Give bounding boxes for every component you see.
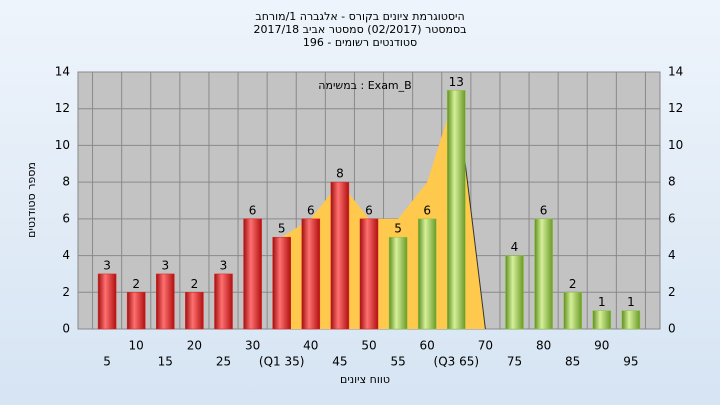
x-tick-label: 50 — [361, 339, 376, 353]
bar — [621, 310, 641, 330]
bar — [592, 310, 612, 330]
x-tick-label: 30 — [245, 339, 260, 353]
y2-tick-label: 8 — [668, 175, 676, 189]
x-tick-label: 55 — [390, 355, 405, 369]
x-tick-label: 10 — [129, 339, 144, 353]
value-label: 1 — [598, 295, 606, 309]
bar — [214, 273, 233, 330]
value-label: 4 — [511, 240, 519, 254]
value-label: 5 — [278, 222, 286, 236]
chart-subtitle: סטודנטים רשומים - 196 — [303, 36, 417, 49]
x-tick-label: 40 — [303, 339, 318, 353]
x-tick-label: 60 — [420, 339, 435, 353]
x-tick-label: 15 — [158, 355, 173, 369]
value-label: 13 — [449, 75, 464, 89]
value-label: 6 — [307, 203, 315, 217]
bar — [359, 218, 379, 330]
y-tick-label: 2 — [62, 285, 70, 299]
value-label: 2 — [569, 277, 577, 291]
value-label: 8 — [336, 167, 344, 181]
bar — [417, 218, 437, 330]
value-label: 6 — [249, 203, 257, 217]
value-label: 2 — [191, 277, 199, 291]
y-tick-label: 12 — [55, 101, 70, 115]
value-label: 1 — [627, 295, 635, 309]
y-tick-label: 6 — [62, 211, 70, 225]
x-tick-label: 70 — [478, 339, 493, 353]
y-tick-label: 0 — [62, 322, 70, 336]
x-tick-label: 5 — [103, 355, 111, 369]
y2-tick-label: 12 — [668, 101, 683, 115]
bar — [243, 218, 262, 330]
x-tick-label: 75 — [507, 355, 522, 369]
value-label: 6 — [365, 203, 373, 217]
y-tick-label: 8 — [62, 175, 70, 189]
y2-tick-label: 6 — [668, 211, 676, 225]
bar — [185, 292, 204, 330]
bar — [272, 236, 291, 330]
x-tick-label: 85 — [565, 355, 580, 369]
bar — [505, 255, 524, 330]
chart-subtitle: בסמסטר (02/2017) סמסטר אביב 2017/18 — [253, 23, 466, 36]
x-tick-label: 80 — [536, 339, 551, 353]
y-tick-label: 4 — [62, 248, 70, 262]
value-label: 3 — [161, 258, 169, 272]
value-label: 3 — [220, 258, 228, 272]
value-label: 6 — [423, 203, 431, 217]
y-axis-label: מספר סטודנטים — [25, 162, 38, 238]
bar — [156, 273, 175, 330]
y-tick-label: 14 — [55, 65, 70, 79]
y2-tick-label: 10 — [668, 138, 683, 152]
x-tick-label: 90 — [594, 339, 609, 353]
x-tick-label: 95 — [623, 355, 638, 369]
chart-title: היסטוגרמת ציונים בקורס - אלגברה 1/מורחב — [255, 10, 464, 23]
value-label: 3 — [103, 258, 111, 272]
x-axis-label: טווח ציונים — [340, 373, 390, 386]
x-tick-label: 25 — [216, 355, 231, 369]
y2-tick-label: 14 — [668, 65, 683, 79]
value-label: 5 — [394, 222, 402, 236]
y-tick-label: 10 — [55, 138, 70, 152]
bar — [447, 90, 466, 330]
x-tick-label: 45 — [332, 355, 347, 369]
value-label: 6 — [540, 203, 548, 217]
y2-tick-label: 2 — [668, 285, 676, 299]
bar — [126, 292, 146, 330]
x-tick-label: (Q1 35) — [259, 355, 305, 369]
y2-tick-label: 4 — [668, 248, 676, 262]
bar — [330, 181, 350, 330]
annotation: במשימה : Exam_B — [318, 79, 411, 92]
bar — [97, 273, 117, 330]
bar — [388, 236, 408, 330]
bar — [563, 292, 582, 330]
y2-tick-label: 0 — [668, 322, 676, 336]
bar — [534, 218, 553, 330]
x-tick-label: (Q3 65) — [434, 355, 480, 369]
value-label: 2 — [132, 277, 140, 291]
x-tick-label: 20 — [187, 339, 202, 353]
bar — [301, 218, 321, 330]
